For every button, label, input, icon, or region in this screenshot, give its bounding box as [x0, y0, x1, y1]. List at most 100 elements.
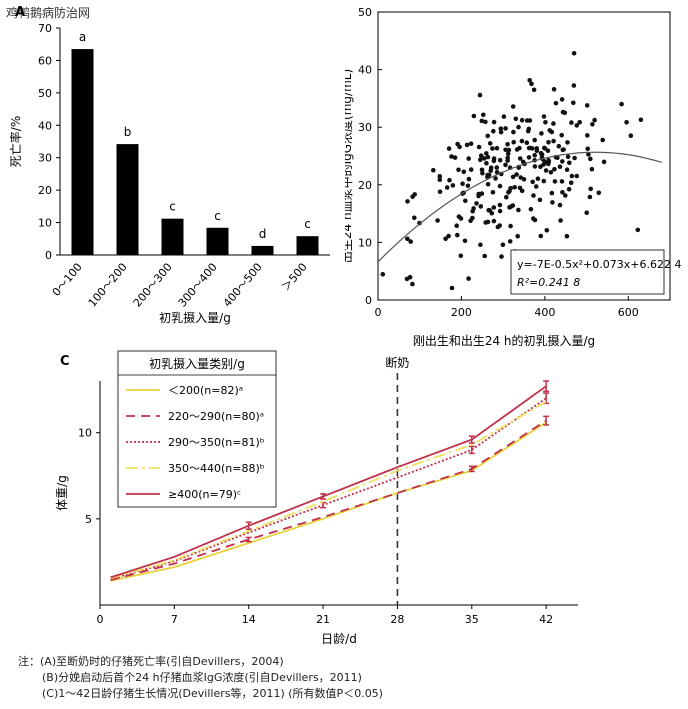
y-tick-label: 10 — [78, 427, 92, 440]
panel-label: C — [60, 354, 70, 369]
scatter-point — [596, 190, 602, 196]
scatter-point — [482, 253, 487, 259]
y-axis-label: 死亡率/% — [8, 116, 23, 167]
watermark: 鸡鸭鹅病防治网 — [6, 6, 91, 20]
scatter-point — [565, 154, 571, 159]
scatter-point — [497, 157, 503, 163]
bar — [296, 236, 319, 255]
bar — [206, 227, 229, 255]
scatter-point — [458, 253, 464, 259]
bar-letter: c — [169, 200, 176, 214]
scatter-point — [588, 186, 593, 192]
scatter-point — [446, 146, 452, 151]
bar — [116, 144, 139, 255]
scatter-point — [485, 182, 491, 187]
scatter-point — [538, 233, 544, 239]
x-tick-label: 0～100 — [50, 261, 85, 299]
scatter-point — [443, 236, 448, 242]
scatter-point — [488, 168, 493, 174]
note-line: (B)分娩启动后首个24 h仔猪血浆IgG浓度(引自Devillers，2011… — [42, 671, 362, 684]
scatter-point — [638, 117, 644, 123]
scatter-point — [491, 128, 496, 134]
scatter-point — [491, 205, 497, 210]
chart-a-mortality: A 0 10 20 30 40 50 60 70 a 0～100 b 100～200 c 200～300 c 3… — [8, 5, 330, 325]
bar-letter: c — [304, 217, 311, 231]
scatter-point — [524, 118, 530, 123]
scatter-point — [589, 166, 595, 172]
scatter-point — [507, 188, 512, 194]
scatter-point — [477, 92, 483, 98]
legend-label: 290～350(n=81)ᵇ — [168, 436, 265, 449]
fit-curve — [377, 151, 662, 263]
scatter-point — [624, 120, 629, 125]
scatter-point — [495, 224, 501, 230]
figure-notes: 注：(A)至断奶时的仔猪死亡率(引自Devillers，2004) (B)分娩启… — [18, 654, 383, 702]
y-tick-label: 50 — [38, 87, 52, 100]
scatter-point — [546, 161, 551, 167]
scatter-point — [534, 148, 540, 153]
scatter-point — [552, 179, 558, 184]
scatter-point — [546, 158, 551, 163]
scatter-point — [405, 199, 410, 204]
x-axis-label: 日龄/d — [321, 632, 357, 646]
scatter-point — [499, 254, 504, 259]
scatter-point — [457, 144, 462, 150]
scatter-point — [468, 167, 474, 172]
scatter-point — [550, 200, 555, 205]
bar — [71, 49, 94, 256]
scatter-point — [559, 132, 564, 138]
scatter-point — [585, 146, 590, 152]
scatter-point — [531, 193, 536, 198]
scatter-point — [521, 177, 527, 182]
scatter-point — [491, 158, 497, 164]
scatter-point — [588, 156, 593, 162]
scatter-point — [507, 239, 513, 244]
scatter-point — [571, 83, 577, 88]
bar-letter: c — [214, 209, 221, 223]
y-axis-label: 出生24 h血浆中的IgG浓度(mg/mL) — [345, 69, 354, 263]
note-line: 注：(A)至断奶时的仔猪死亡率(引自Devillers，2004) — [18, 655, 284, 668]
scatter-point — [590, 122, 595, 127]
x-tick-label: 400～500 — [221, 261, 265, 310]
scatter-point — [458, 216, 464, 221]
scatter-point — [497, 202, 503, 208]
scatter-point — [515, 233, 520, 239]
scatter-point — [511, 139, 516, 145]
y-tick-label: 5 — [85, 513, 92, 526]
scatter-point — [517, 156, 523, 161]
scatter-point — [551, 121, 556, 126]
scatter-point — [586, 152, 591, 157]
scatter-point — [524, 140, 530, 145]
scatter-point — [552, 167, 557, 172]
scatter-point — [504, 194, 509, 200]
scatter-point — [548, 170, 554, 175]
scatter-point — [501, 114, 507, 119]
scatter-point — [543, 168, 549, 173]
scatter-point — [437, 177, 443, 182]
scatter-point — [577, 120, 582, 125]
scatter-point — [531, 87, 537, 93]
scatter-point — [563, 193, 568, 198]
scatter-point — [546, 140, 551, 145]
scatter-point — [560, 159, 565, 164]
scatter-point — [635, 227, 641, 233]
scatter-point — [526, 126, 532, 132]
legend-label: 350～440(n=88)ᵇ — [168, 462, 265, 475]
scatter-point — [505, 142, 510, 147]
scatter-point — [511, 129, 516, 135]
scatter-point — [543, 120, 548, 125]
scatter-point — [558, 218, 563, 223]
scatter-point — [500, 242, 506, 248]
scatter-point — [404, 276, 410, 282]
bar-letter: a — [79, 30, 86, 44]
y-tick-label: 20 — [358, 179, 372, 192]
x-tick-label: ＞500 — [279, 261, 310, 294]
scatter-point — [479, 167, 485, 173]
scatter-point — [478, 153, 484, 158]
scatter-point — [569, 173, 575, 179]
scatter-point — [497, 183, 503, 189]
scatter-point — [510, 174, 516, 180]
scatter-point — [508, 223, 513, 229]
scatter-point — [564, 233, 570, 239]
scatter-point — [571, 100, 576, 106]
